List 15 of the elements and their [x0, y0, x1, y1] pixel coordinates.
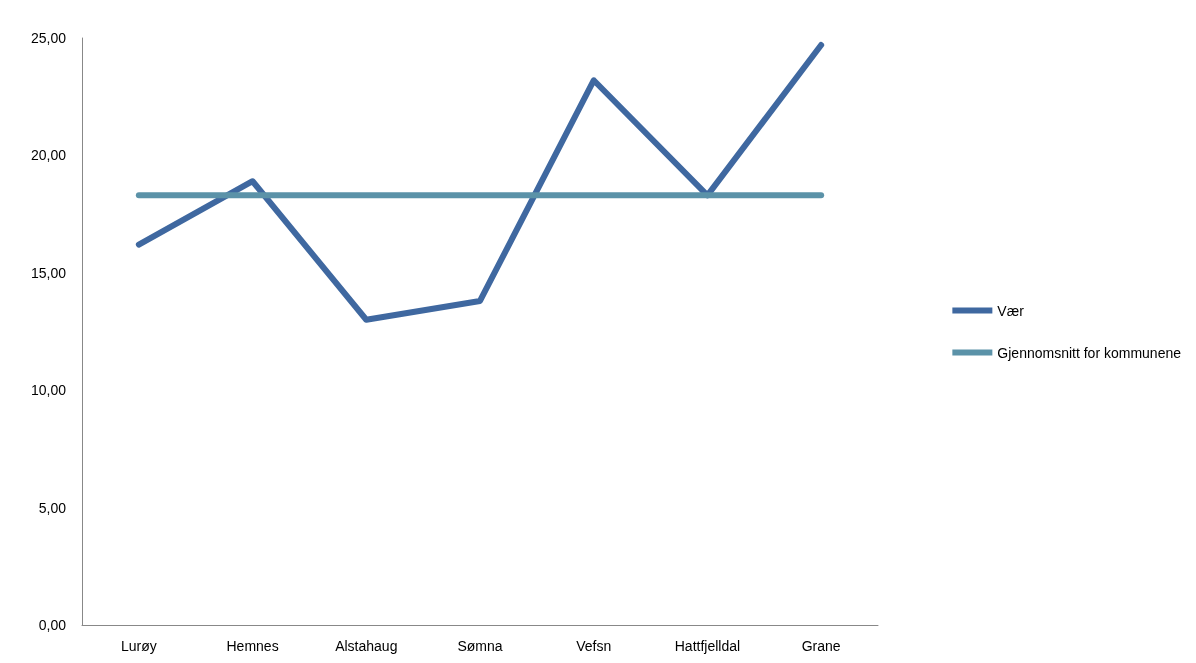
x-tick-label: Lurøy	[120, 638, 157, 654]
x-tick-label: Sømna	[457, 638, 503, 654]
x-tick-label: Hattfjelldal	[674, 638, 741, 654]
y-tick-label: 15,00	[30, 264, 67, 281]
y-tick-label: 25,00	[30, 30, 67, 46]
y-tick-label: 5,00	[38, 499, 67, 516]
y-tick-label: 0,00	[38, 617, 67, 633]
legend-label: Gjennomsnitt for kommunene	[997, 344, 1182, 361]
x-tick-label: Grane	[801, 638, 841, 654]
y-tick-label: 20,00	[30, 147, 67, 164]
legend-label: Vær	[997, 302, 1025, 319]
x-tick-label: Alstahaug	[335, 638, 398, 654]
x-tick-label: Vefsn	[576, 638, 612, 654]
y-tick-label: 10,00	[30, 382, 67, 399]
x-tick-label: Hemnes	[226, 638, 279, 654]
